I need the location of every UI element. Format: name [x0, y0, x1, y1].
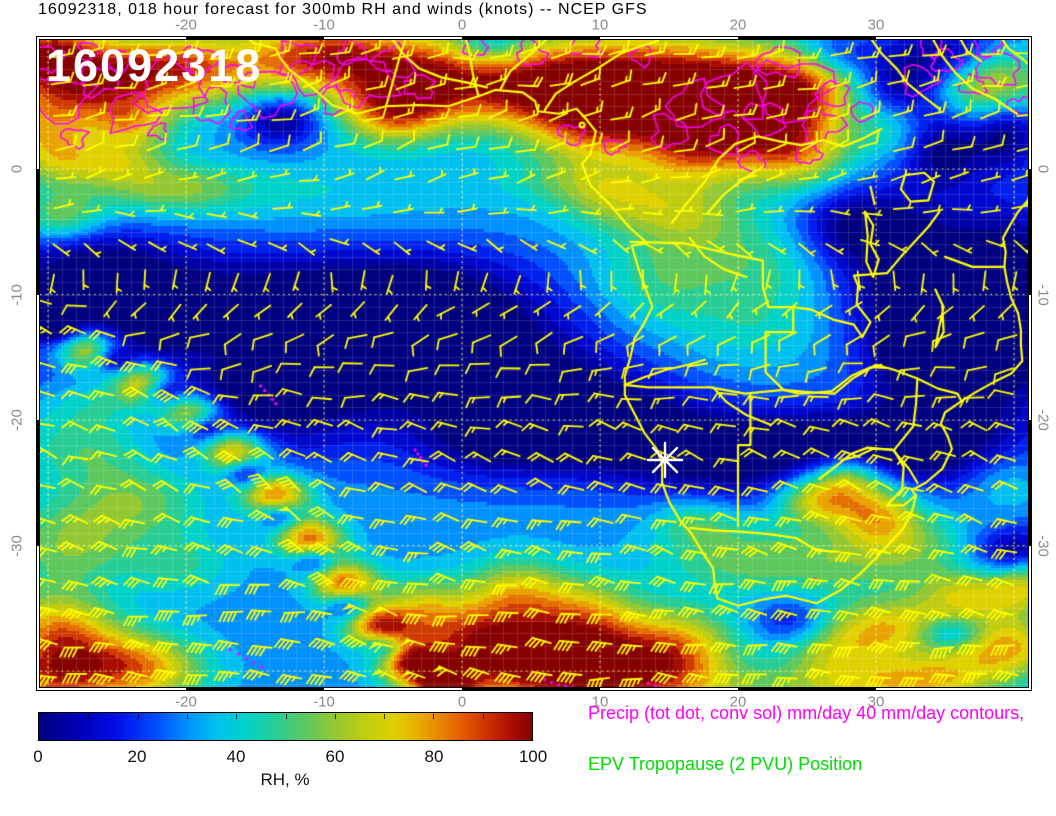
colorbar-tick	[384, 714, 386, 719]
frame-border-segment	[738, 37, 876, 40]
run-timestamp-stamp: 16092318	[46, 40, 263, 91]
tick-label: -30	[8, 534, 26, 557]
frame-border-segment	[186, 37, 324, 40]
colorbar-tick	[88, 714, 90, 719]
colorbar-tick	[137, 714, 139, 719]
tick-label: 10	[591, 16, 609, 34]
colorbar-tick	[186, 714, 188, 719]
colorbar-tick	[433, 714, 435, 719]
tick-label: -20	[8, 409, 26, 431]
tick-label: 0	[8, 164, 26, 174]
tick-label: -10	[313, 16, 335, 34]
legend-precip: Precip (tot dot, conv sol) mm/day 40 mm/…	[588, 703, 1025, 723]
colorbar-tick-label: 100	[518, 747, 548, 766]
colorbar-tick-label: 0	[33, 747, 43, 766]
tick-label: -20	[175, 16, 197, 34]
tick-label: -20	[175, 693, 197, 711]
colorbar-tick-label: 40	[226, 747, 246, 766]
colorbar-axis-label: RH, %	[260, 770, 310, 789]
colorbar-tick	[236, 714, 238, 719]
site-marker-asterisk-icon	[646, 441, 684, 479]
legend-epv: EPV Tropopause (2 PVU) Position	[588, 754, 863, 774]
tick-label: -10	[8, 283, 26, 306]
tick-label: -10	[1034, 283, 1052, 306]
frame-border-segment	[1028, 420, 1031, 546]
colorbar-tick-label: 80	[424, 747, 444, 766]
map-canvas	[39, 39, 1029, 688]
frame-border-segment	[462, 37, 600, 40]
tick-label: 0	[457, 693, 467, 711]
tick-label: 0	[1034, 164, 1052, 174]
tick-label: 10	[591, 693, 609, 711]
tick-label: -20	[1034, 409, 1052, 431]
colorbar-tick	[285, 714, 287, 719]
colorbar-tick	[334, 714, 336, 719]
tick-label: -10	[313, 693, 335, 711]
colorbar-tick	[482, 714, 484, 719]
frame-border-segment	[1028, 169, 1031, 295]
tick-label: 20	[729, 693, 747, 711]
colorbar-tick-label: 60	[325, 747, 345, 766]
frame-border-segment	[37, 169, 40, 295]
plot-title: 16092318, 018 hour forecast for 300mb RH…	[38, 1, 648, 18]
tick-label: 30	[867, 693, 885, 711]
tick-label: -30	[1034, 534, 1052, 557]
frame-border-segment	[37, 420, 40, 546]
frame-border-segment	[738, 687, 876, 690]
tick-label: 30	[867, 16, 885, 34]
tick-label: 20	[729, 16, 747, 34]
tick-label: 0	[457, 16, 467, 34]
colorbar-tick-label: 20	[127, 747, 147, 766]
rh-colorbar	[38, 712, 533, 741]
frame-border-segment	[186, 687, 324, 690]
frame-border-segment	[462, 687, 600, 690]
